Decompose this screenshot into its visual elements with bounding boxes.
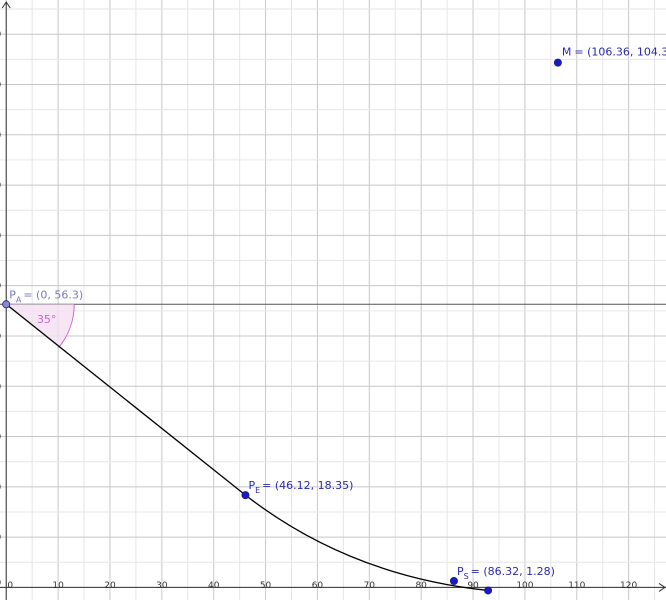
point-label-name: P bbox=[248, 479, 255, 492]
x-axis-arrow bbox=[658, 583, 666, 592]
x-tick-labels: 0 10 20 30 40 50 60 70 80 90 100 110 120 bbox=[7, 581, 637, 591]
point-label-PE: PE = (46.12, 18.35) bbox=[248, 479, 353, 495]
point-label-name: P bbox=[9, 288, 16, 301]
x-tick-label: 40 bbox=[208, 581, 220, 591]
angle-sector bbox=[6, 304, 75, 348]
point-label-PS: PS = (86.32, 1.28) bbox=[457, 565, 555, 581]
point-label-subscript: E bbox=[255, 486, 260, 495]
point-label-name: P bbox=[457, 565, 464, 578]
x-tick-label: 100 bbox=[516, 581, 533, 591]
y-axis-arrow bbox=[1, 1, 11, 9]
point-label-coords: = (46.12, 18.35) bbox=[262, 479, 353, 492]
point-PS bbox=[449, 576, 458, 585]
y-tick-label: 110 bbox=[0, 30, 1, 40]
y-tick-label: 70 bbox=[0, 231, 1, 241]
x-tick-label: 50 bbox=[260, 581, 272, 591]
curve-parabolic-part bbox=[245, 494, 489, 592]
x-tick-label: 80 bbox=[415, 581, 427, 591]
angle-arc bbox=[58, 304, 75, 348]
point-label-coords: = (0, 56.3) bbox=[23, 288, 83, 301]
angle-35: 35° bbox=[6, 304, 75, 348]
y-tick-label: 40 bbox=[0, 382, 1, 392]
y-tick-label: 50 bbox=[0, 332, 1, 342]
x-tick-label: 20 bbox=[104, 581, 116, 591]
y-tick-labels: 0 10 20 30 40 50 60 70 80 90 100 110 bbox=[0, 30, 1, 588]
x-tick-label: 30 bbox=[156, 581, 168, 591]
angle-label: 35° bbox=[37, 313, 57, 326]
point-label-M: M= (106.36, 104.35) bbox=[562, 46, 666, 59]
point-label-coords: = (86.32, 1.28) bbox=[471, 565, 555, 578]
y-tick-label: 80 bbox=[0, 181, 1, 191]
point-label-subscript: A bbox=[16, 295, 22, 304]
x-tick-label: 60 bbox=[312, 581, 324, 591]
x-tick-label: 110 bbox=[568, 581, 585, 591]
y-tick-label: 10 bbox=[0, 533, 1, 543]
y-tick-label: 30 bbox=[0, 433, 1, 443]
y-tick-label: 60 bbox=[0, 282, 1, 292]
point-PA bbox=[2, 300, 11, 309]
x-tick-label: 120 bbox=[620, 581, 637, 591]
x-tick-label: 0 bbox=[7, 581, 13, 591]
x-tick-label: 90 bbox=[467, 581, 479, 591]
point-PE bbox=[241, 491, 250, 500]
points: PA = (0, 56.3)PE = (46.12, 18.35)PS = (86.3… bbox=[2, 46, 666, 595]
point-label-PA: PA = (0, 56.3) bbox=[9, 288, 83, 304]
y-tick-label: 90 bbox=[0, 131, 1, 141]
point-curve-end bbox=[484, 586, 493, 595]
x-tick-label: 10 bbox=[52, 581, 64, 591]
point-M bbox=[553, 58, 562, 67]
point-label-subscript: S bbox=[464, 572, 469, 581]
curve-linear-part bbox=[5, 303, 246, 496]
point-label-coords: = (106.36, 104.35) bbox=[574, 46, 666, 59]
x-tick-label: 70 bbox=[364, 581, 376, 591]
point-label-name: M bbox=[562, 46, 572, 59]
y-tick-label: 0 bbox=[0, 578, 1, 588]
y-tick-label: 100 bbox=[0, 80, 1, 90]
trajectory-curve bbox=[5, 303, 489, 592]
y-tick-label: 20 bbox=[0, 483, 1, 493]
